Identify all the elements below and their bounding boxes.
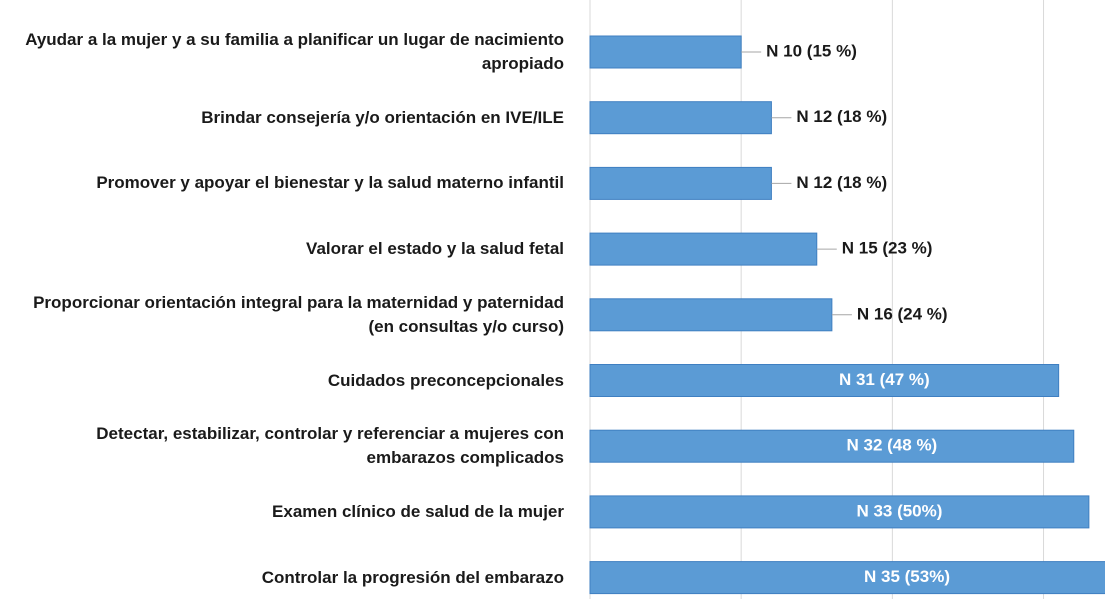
- bar: [589, 429, 1075, 463]
- category-label: Examen clínico de salud de la mujer: [272, 501, 564, 521]
- value-label: N 32 (48 %): [847, 436, 938, 455]
- category-label: Ayudar a la mujer y a su familia a plani…: [25, 30, 564, 73]
- category-label: Proporcionar orientación integral para l…: [33, 292, 564, 336]
- value-label: N 35 (53%): [864, 567, 950, 586]
- value-label: N 31 (47 %): [839, 370, 930, 389]
- value-label: N 15 (23 %): [842, 239, 933, 258]
- value-label: N 16 (24 %): [857, 304, 948, 323]
- bar: [589, 232, 818, 266]
- category-label: Brindar consejería y/o orientación en IV…: [201, 107, 564, 127]
- value-label: N 33 (50%): [856, 501, 942, 520]
- bar: [589, 166, 772, 200]
- bar: [589, 35, 742, 69]
- bar: [589, 298, 833, 332]
- bar: [589, 364, 1060, 397]
- category-label: Controlar la progresión del embarazo: [261, 567, 564, 587]
- category-label: Promover y apoyar el bienestar y la salu…: [96, 173, 564, 193]
- category-label: Detectar, estabilizar, controlar y refer…: [96, 424, 564, 468]
- value-label: N 12 (18 %): [796, 107, 887, 126]
- bar: [589, 495, 1090, 529]
- bar: [589, 101, 772, 135]
- category-label: Cuidados preconcepcionales: [327, 370, 564, 390]
- category-label: Valorar el estado y la salud fetal: [306, 239, 564, 259]
- bar: [589, 561, 1105, 595]
- value-label: N 10 (15 %): [766, 41, 857, 60]
- value-label: N 12 (18 %): [796, 173, 887, 192]
